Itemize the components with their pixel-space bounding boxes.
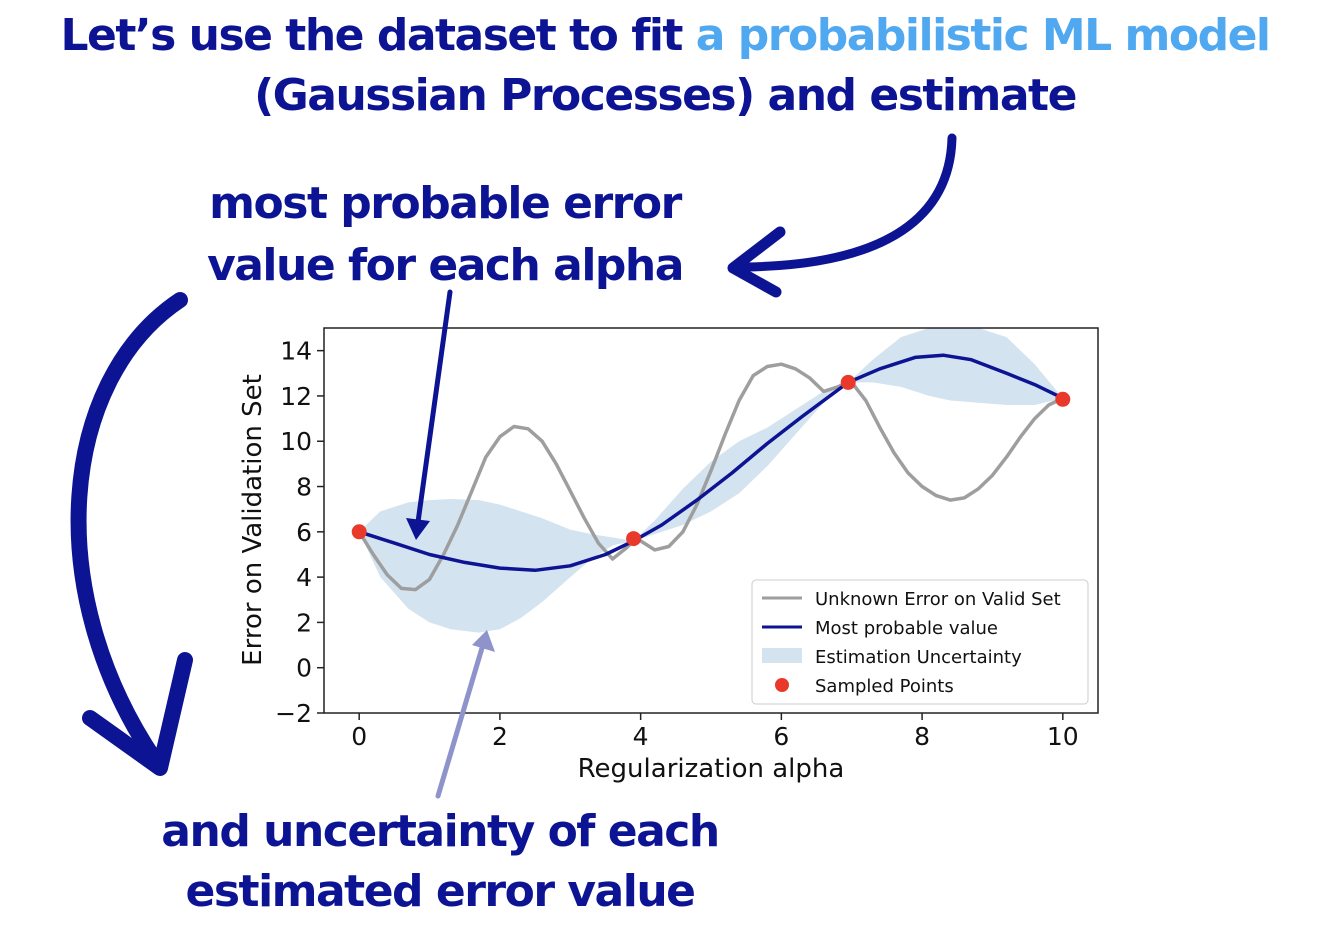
legend: Unknown Error on Valid Set Most probable…: [751, 579, 1089, 705]
legend-box: [751, 579, 1089, 705]
uncertainty-pointer-arrowhead-icon: [472, 630, 495, 652]
y-tick-label: 2: [296, 608, 312, 637]
y-tick-label: 14: [280, 337, 312, 366]
mean-pointer-arrowhead-icon: [406, 518, 430, 540]
curved-arrow-right-icon: [740, 133, 957, 272]
legend-unknown-label: Unknown Error on Valid Set: [815, 589, 1061, 610]
uncertainty-annotation-line-1: and uncertainty of each: [161, 806, 720, 857]
legend-points-swatch: [775, 678, 789, 692]
heading-highlight: a probabilistic ML model: [695, 10, 1271, 61]
y-tick-label: 12: [280, 382, 312, 411]
legend-points-label: Sampled Points: [815, 676, 954, 697]
x-tick-label: 2: [492, 722, 508, 751]
heading-text: Let’s use the dataset to fit: [60, 10, 696, 61]
gp-chart: 0 2 4 6 8 10 −2 0 2 4 6 8 10 12 14 Regularization alp…: [238, 327, 1099, 784]
y-tick-label: −2: [275, 699, 312, 728]
sampled-point: [351, 524, 367, 540]
x-tick-label: 8: [914, 722, 930, 751]
curved-arrow-left-icon: [70, 292, 188, 768]
x-tick-label: 0: [351, 722, 367, 751]
mean-annotation-line-2: value for each alpha: [207, 240, 684, 291]
plot-frame: [323, 327, 1099, 714]
uncertainty-band: [359, 328, 1063, 633]
most-probable-line: [358, 353, 1064, 573]
y-axis-label: Error on Validation Set: [238, 374, 268, 666]
x-tick-label: 4: [633, 722, 649, 751]
mean-annotation-line-1: most probable error: [209, 178, 682, 229]
curved-arrow-left-head-icon: [82, 652, 193, 776]
unknown-error-line: [357, 362, 1064, 592]
uncertainty-annotation-line-2: estimated error value: [185, 866, 696, 917]
y-tick-label: 10: [280, 427, 312, 456]
x-axis-label: Regularization alpha: [578, 754, 845, 784]
x-tick-label: 6: [773, 722, 789, 751]
mean-pointer-arrow-icon: [415, 289, 453, 525]
sampled-point: [1055, 391, 1071, 407]
heading-line-1: Let’s use the dataset to fit a probabili…: [0, 10, 1330, 62]
legend-mean-label: Most probable value: [815, 618, 998, 639]
y-tick-label: 6: [296, 518, 312, 547]
y-tick-label: 4: [296, 563, 312, 592]
uncertainty-pointer-arrow-icon: [435, 645, 485, 799]
heading-line-2: (Gaussian Processes) and estimate: [254, 70, 1077, 121]
x-tick-label: 10: [1047, 722, 1079, 751]
legend-band-swatch: [762, 648, 802, 663]
sampled-point: [840, 374, 856, 390]
y-tick-label: 8: [296, 473, 312, 502]
legend-band-label: Estimation Uncertainty: [815, 647, 1022, 668]
y-tick-label: 0: [296, 654, 312, 683]
sampled-point: [626, 531, 642, 547]
curved-arrow-right-head-icon: [727, 226, 786, 298]
